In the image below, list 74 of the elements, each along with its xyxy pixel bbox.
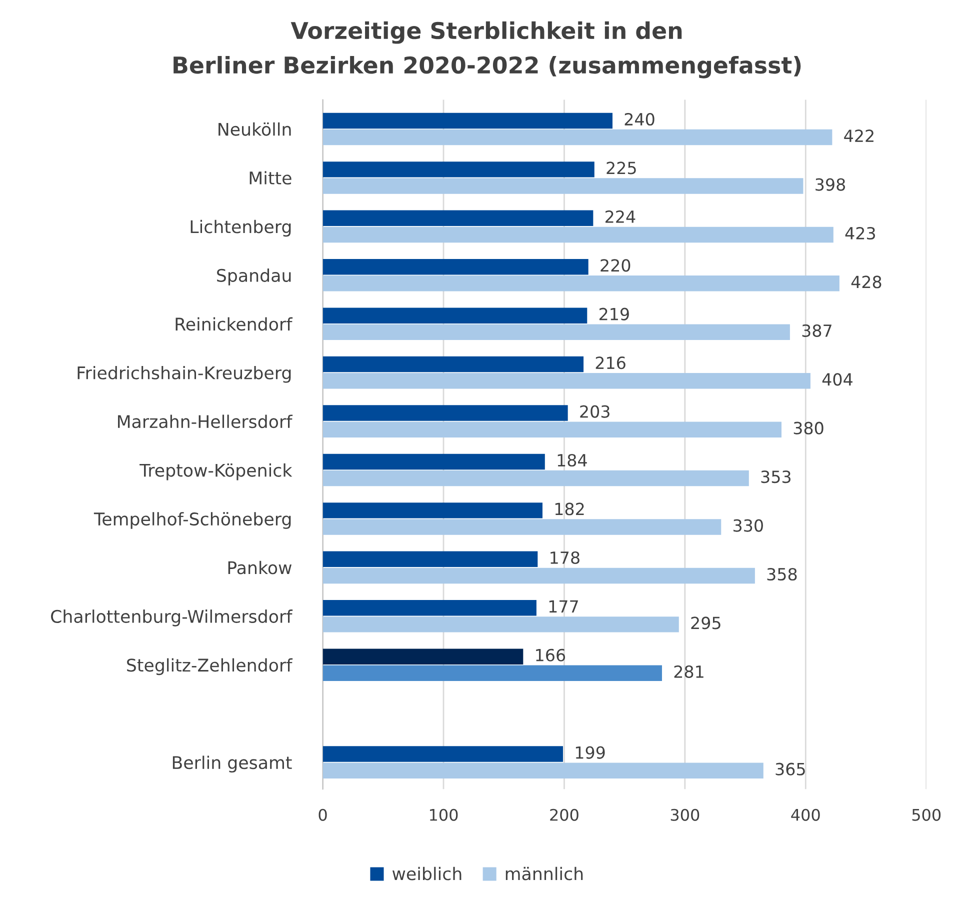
bar [322, 210, 594, 226]
chart-title: Vorzeitige Sterblichkeit in den Berliner Bezirken 2020-2022 (zusammengefasst) [174, 21, 801, 78]
bar [322, 129, 832, 146]
bar [322, 324, 790, 340]
data-label: 380 [794, 422, 824, 434]
data-label: 295 [691, 616, 720, 630]
bar [322, 551, 538, 568]
legend-label: männlich [506, 866, 583, 880]
bar [322, 600, 536, 616]
data-label: 225 [606, 162, 636, 174]
data-label: 423 [845, 226, 875, 240]
bar [322, 178, 804, 194]
bar [322, 112, 612, 129]
y-tick-label: Friedrichshain-Kreuzberg [78, 366, 291, 383]
data-label: 203 [580, 405, 610, 418]
data-label: 398 [816, 178, 846, 191]
bar [322, 454, 545, 470]
data-label: 422 [844, 130, 874, 142]
bar [322, 308, 588, 324]
y-tick-label: Charlottenburg-Wilmersdorf [51, 610, 293, 626]
bar [322, 226, 834, 243]
x-tick-label: 300 [670, 808, 700, 821]
bar [322, 356, 584, 372]
bar [322, 762, 764, 778]
data-label: 166 [536, 648, 566, 662]
y-tick-label: Lichtenberg [190, 220, 291, 237]
bar [322, 519, 722, 535]
y-tick-label: Tempelhof-Schöneberg [94, 512, 291, 529]
bar [322, 258, 588, 275]
data-label: 353 [761, 470, 790, 484]
data-label: 281 [674, 665, 704, 678]
x-tick-label: 100 [430, 808, 458, 821]
bar [322, 746, 564, 762]
data-label: 224 [606, 210, 636, 223]
bar [322, 616, 679, 632]
y-tick-label: Neukölln [218, 122, 291, 136]
bar [322, 162, 594, 178]
y-tick-label: Mitte [250, 171, 292, 185]
data-label: 330 [734, 519, 763, 532]
data-label: 182 [555, 502, 584, 516]
data-label: 177 [549, 600, 578, 612]
data-label: 404 [822, 373, 852, 386]
x-tick-label: 500 [912, 808, 941, 821]
bar [322, 568, 755, 584]
bar [322, 276, 840, 292]
bar [322, 470, 749, 486]
y-tick-label: Steglitz-Zehlendorf [127, 658, 293, 676]
data-label: 358 [767, 568, 797, 581]
y-tick-label: Berlin gesamt [172, 756, 292, 773]
legend-label: weiblich [392, 866, 462, 880]
bar [322, 502, 542, 518]
data-label: 184 [558, 454, 587, 467]
data-label: 428 [851, 276, 882, 288]
bar [322, 422, 782, 438]
x-tick-label: 0 [318, 808, 327, 821]
data-label: 220 [600, 259, 630, 272]
data-label: 240 [624, 112, 654, 126]
data-label: 178 [550, 551, 580, 564]
y-tick-label: Treptow-Köpenick [140, 463, 292, 480]
y-tick-label: Pankow [228, 560, 292, 574]
y-tick-label: Reinickendorf [176, 317, 293, 331]
y-tick-label: Spandau [217, 268, 291, 286]
data-label: 365 [776, 762, 805, 776]
bar [322, 665, 662, 682]
data-label: 216 [596, 356, 626, 370]
bar [322, 372, 810, 389]
bar [322, 405, 568, 421]
y-tick-label: Marzahn-Hellersdorf [118, 414, 293, 428]
x-tick-label: 200 [550, 808, 578, 821]
x-tick-label: 400 [791, 808, 820, 821]
bar [322, 648, 524, 664]
data-label: 387 [802, 324, 832, 337]
data-label: 199 [576, 746, 605, 759]
data-label: 219 [599, 308, 629, 320]
